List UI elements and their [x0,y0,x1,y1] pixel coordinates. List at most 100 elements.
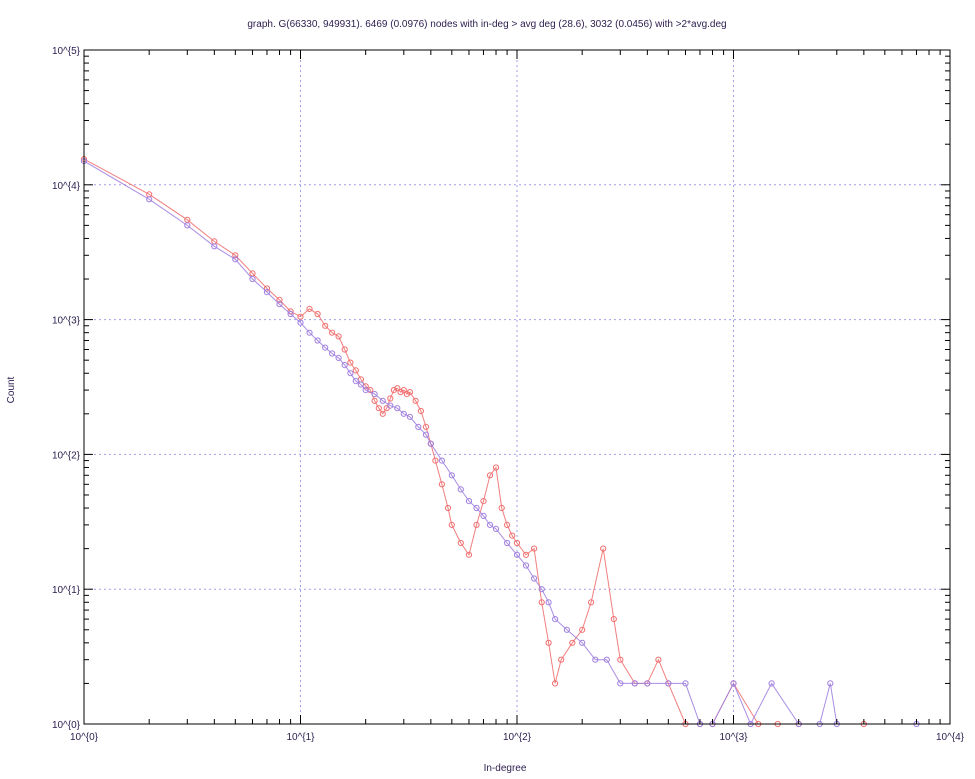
data-point [558,656,565,663]
data-point [569,639,576,646]
data-point [538,586,545,593]
data-point [371,397,378,404]
data-point [417,407,424,415]
data-point [232,252,239,259]
data-point [263,285,271,292]
grid [84,50,950,724]
data-point [457,539,464,547]
data-point [545,599,552,606]
data-point [457,486,464,493]
data-point [509,532,516,539]
data-point [448,472,455,479]
data-point [387,395,394,402]
data-point [352,367,359,374]
data-point [371,391,378,398]
y-axis-label: Count [6,376,17,403]
data-point [400,387,407,394]
data-point [322,322,329,329]
data-point [438,481,445,488]
data-point [341,362,348,369]
series-layer [80,156,920,728]
data-point [422,423,430,430]
data-point [610,616,617,623]
x-tick-label: 10^{4} [936,732,965,743]
data-point [276,301,283,308]
data-point [473,521,480,529]
data-point [394,405,401,412]
data-point [184,222,191,229]
data-point [473,504,480,512]
y-tick-label: 10^{5} [52,46,81,57]
y-tick-label: 10^{4} [52,181,81,192]
data-point [588,599,595,606]
data-point [335,333,342,340]
data-point [552,616,559,623]
data-point [341,346,348,353]
data-point [579,626,586,633]
data-point [655,656,662,663]
data-point [448,521,455,529]
data-point [730,680,737,687]
chart-title: graph. G(66330, 949931). 6469 (0.0976) n… [247,19,726,30]
data-point [232,256,239,263]
data-point [249,275,256,283]
data-point [552,680,559,687]
data-point [427,440,434,447]
data-point [592,656,599,663]
y-tick-label: 10^{3} [52,316,81,327]
x-axis-label: In-degree [484,763,527,774]
data-point [498,504,505,512]
data-point [297,313,304,320]
data-point [322,344,329,351]
data-point [682,680,689,687]
series-line [83,160,917,726]
data-point [563,626,571,633]
data-point [513,539,521,547]
data-point [314,337,321,344]
data-point [480,498,487,505]
data-point [465,551,473,558]
tick-labels: 10^{0} 10^{1} 10^{2} 10^{3} 10^{4} 10^{0} 10^{… [52,46,965,743]
data-point [617,656,624,663]
data-point [504,539,511,547]
data-point [329,329,336,336]
data-point [287,310,294,318]
data-point [400,410,407,417]
data-point [480,512,487,520]
data-point [263,289,271,296]
data-point [357,381,364,388]
data-point [329,350,336,357]
data-point [538,599,545,606]
data-point [522,551,530,558]
data-point [603,656,610,663]
data-point [406,389,413,396]
data-point [379,410,386,417]
data-point [394,385,401,392]
data-point [513,551,521,558]
data-point [665,680,672,687]
data-point [297,319,304,326]
y-tick-label: 10^{2} [52,450,81,461]
data-point [617,680,624,687]
data-point [211,243,218,250]
data-point [504,521,511,529]
data-point [387,402,394,409]
data-point [492,464,500,471]
data-point [335,354,342,361]
data-point [768,680,775,687]
series-0 [80,156,867,728]
data-point [522,562,530,569]
data-point [347,359,354,366]
data-point [422,431,430,438]
data-point [415,423,422,430]
data-point [314,310,321,318]
data-point [412,397,419,404]
series-1 [80,158,920,728]
data-point [375,405,382,412]
y-tick-label: 10^{1} [52,585,81,596]
data-point [579,639,586,646]
data-point [146,196,153,203]
data-point [306,329,313,336]
data-point [397,389,404,396]
